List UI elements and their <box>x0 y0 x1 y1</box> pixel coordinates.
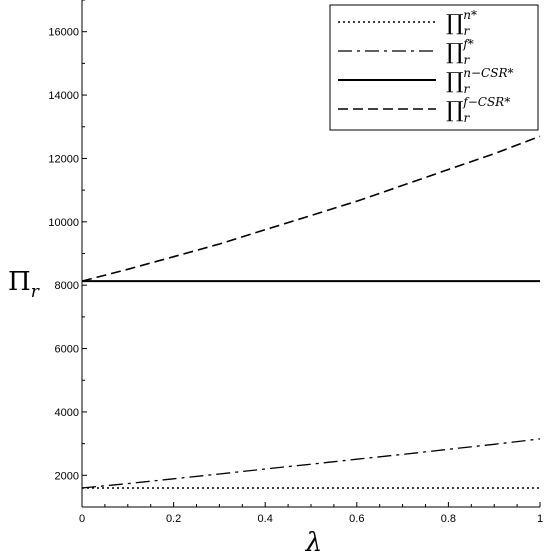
y-axis-label-sub: r <box>31 282 40 302</box>
legend-label-base: ∏ <box>446 69 464 94</box>
x-tick-label: 0 <box>79 513 85 525</box>
y-tick-label: 14000 <box>48 90 79 102</box>
legend-label-sub: r <box>464 24 471 38</box>
legend-label-2: ∏r f* <box>446 37 474 67</box>
legend-label-base: ∏ <box>446 40 464 65</box>
legend-label-base: ∏ <box>446 98 464 123</box>
y-axis-label-base: Π <box>8 267 31 297</box>
legend-label-4: ∏r f−CSR* <box>446 95 510 125</box>
y-tick-label: 6000 <box>55 344 79 356</box>
legend-label-sub: r <box>464 53 471 67</box>
x-tick-label: 0.2 <box>166 513 181 525</box>
legend-label-sub: r <box>464 111 471 125</box>
y-tick-label: 4000 <box>55 407 79 419</box>
y-tick-label: 8000 <box>55 280 79 292</box>
y-tick-label: 16000 <box>48 27 79 39</box>
legend-label-1: ∏r n* <box>446 8 477 38</box>
x-tick-label: 0.6 <box>349 513 364 525</box>
plot-area: 0 0.2 0.4 0.6 0.8 120004000600080001000012000… <box>8 0 543 557</box>
x-tick-label: 0.4 <box>258 513 273 525</box>
legend-label-base: ∏ <box>446 11 464 36</box>
y-tick-label: 10000 <box>48 217 79 229</box>
legend-label-sup: n* <box>463 8 477 22</box>
x-tick-label: 1 <box>537 513 543 525</box>
y-axis-label: Πr <box>8 267 40 302</box>
legend-label-sup: n−CSR* <box>463 66 513 80</box>
series-line-2 <box>81 438 541 489</box>
y-tick-label: 12000 <box>48 153 79 165</box>
series-line-4 <box>81 135 541 282</box>
legend-label-sup: f* <box>462 37 473 51</box>
legend-label-3: ∏r n−CSR* <box>446 66 514 96</box>
legend-label-sup: f−CSR* <box>462 95 510 109</box>
legend-label-sub: r <box>464 82 471 96</box>
x-tick-label: 0.8 <box>441 513 456 525</box>
legend: ∏rn*∏rf*∏rn−CSR*∏rf−CSR* <box>329 4 539 131</box>
y-tick-label: 2000 <box>55 470 79 482</box>
x-axis-label: λ <box>305 528 322 557</box>
